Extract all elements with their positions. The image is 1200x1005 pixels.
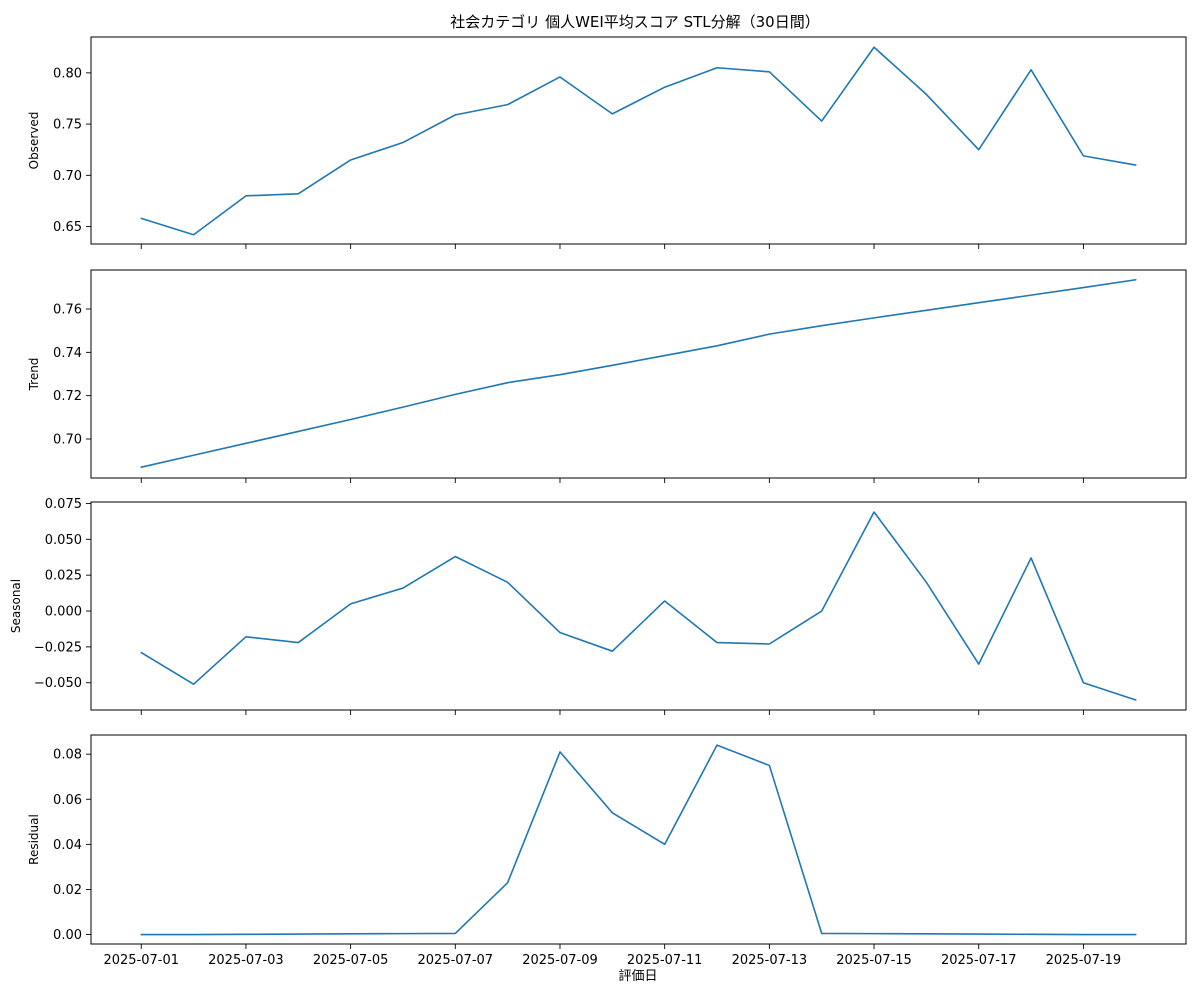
x-tick-label: 2025-07-01 bbox=[103, 953, 179, 968]
panel-trend: 0.70 0.72 0.74 0.76 Trend bbox=[27, 269, 1187, 483]
series-line-residual bbox=[140, 744, 1137, 936]
x-tick-label: 2025-07-07 bbox=[418, 953, 494, 968]
y-tick-label: 0.00 bbox=[53, 928, 82, 943]
y-tick-label: 0.76 bbox=[53, 303, 82, 318]
y-axis-label: Residual bbox=[27, 814, 41, 865]
figure-title: 社会カテゴリ 個人WEI平均スコア STL分解（30日間） bbox=[450, 13, 819, 31]
series-line-trend bbox=[140, 278, 1137, 468]
axes-frame bbox=[90, 36, 1187, 245]
y-tick-label: 0.70 bbox=[53, 433, 82, 448]
y-tick-label: 0.08 bbox=[53, 748, 82, 763]
y-tick-label: −0.050 bbox=[34, 676, 82, 691]
y-tick-label: 0.80 bbox=[53, 66, 82, 81]
y-axis-label: Seasonal bbox=[9, 579, 23, 633]
x-tick-label: 2025-07-15 bbox=[836, 953, 912, 968]
y-tick-label: 0.02 bbox=[53, 883, 82, 898]
y-tick-label: 0.70 bbox=[53, 169, 82, 184]
y-tick-label: 0.000 bbox=[45, 605, 82, 620]
y-tick-label: 0.65 bbox=[53, 220, 82, 235]
x-tick-label: 2025-07-13 bbox=[732, 953, 808, 968]
y-tick-label: 0.72 bbox=[53, 389, 82, 404]
x-tick-label: 2025-07-03 bbox=[208, 953, 284, 968]
x-tick-label: 2025-07-09 bbox=[522, 953, 598, 968]
x-tick-label: 2025-07-17 bbox=[941, 953, 1017, 968]
y-tick-label: 0.050 bbox=[45, 533, 82, 548]
y-axis-label: Trend bbox=[27, 358, 41, 392]
y-tick-label: 0.025 bbox=[45, 569, 82, 584]
series-line-observed bbox=[140, 46, 1137, 236]
axes-frame bbox=[90, 269, 1187, 479]
axes-frame bbox=[90, 734, 1187, 945]
axes-frame bbox=[90, 501, 1187, 711]
x-tick-label: 2025-07-05 bbox=[313, 953, 389, 968]
y-tick-label: 0.74 bbox=[53, 346, 82, 361]
y-tick-label: 0.06 bbox=[53, 793, 82, 808]
x-tick-label: 2025-07-19 bbox=[1046, 953, 1122, 968]
y-tick-label: 0.75 bbox=[53, 118, 82, 133]
panels: 0.65 0.70 0.75 0.80 Observed 0.70 0.72 0.74 0.76… bbox=[9, 36, 1187, 968]
panel-residual: 0.00 0.02 0.04 0.06 0.08 Residual 2025-07-01 20… bbox=[27, 734, 1187, 968]
series-line-seasonal bbox=[140, 511, 1137, 701]
y-tick-label: −0.025 bbox=[34, 640, 82, 655]
x-axis-label: 評価日 bbox=[618, 969, 657, 984]
y-tick-label: 0.04 bbox=[53, 838, 82, 853]
x-tick-label: 2025-07-11 bbox=[627, 953, 703, 968]
y-tick-label: 0.075 bbox=[45, 497, 82, 512]
y-axis-label: Observed bbox=[27, 112, 41, 170]
panel-seasonal: −0.050 −0.025 0.000 0.025 0.050 0.075 Seasonal bbox=[9, 497, 1187, 715]
panel-observed: 0.65 0.70 0.75 0.80 Observed bbox=[27, 36, 1187, 249]
